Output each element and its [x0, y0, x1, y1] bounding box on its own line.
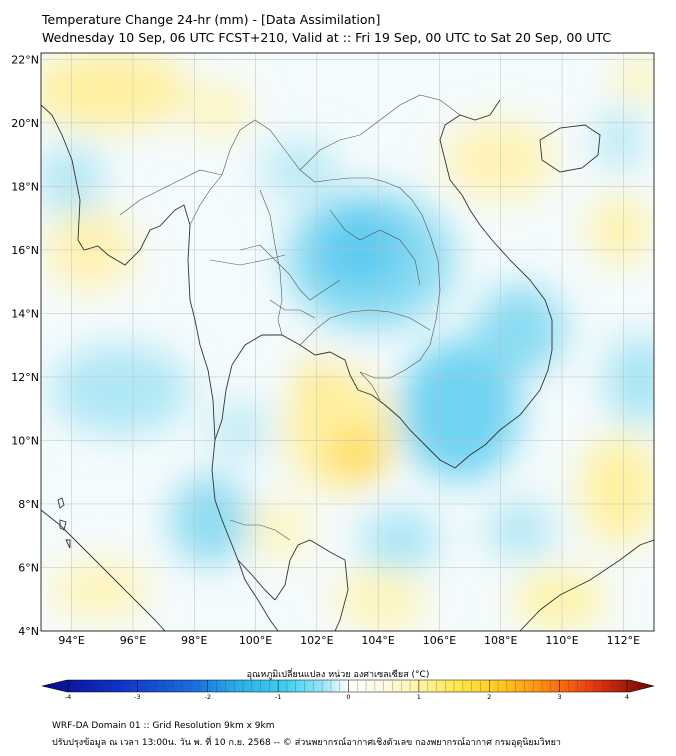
footer-credit: ปรับปรุงข้อมูล ณ เวลา 13:00น. วัน พ. ที่…: [52, 738, 561, 748]
latitude-label: 14°N: [11, 307, 39, 320]
latitude-label: 20°N: [11, 117, 39, 130]
latitude-label: 4°N: [18, 625, 39, 638]
latitude-label: 16°N: [11, 244, 39, 257]
latitude-label: 18°N: [11, 180, 39, 193]
colorbar-tick-label: 3: [557, 693, 562, 701]
longitude-label: 110°E: [545, 634, 578, 647]
colorbar-tick-label: -2: [204, 693, 211, 701]
colorbar-tick-label: 0: [346, 693, 351, 701]
latitude-label: 10°N: [11, 434, 39, 447]
longitude-label: 94°E: [58, 634, 84, 647]
longitude-labels: 94°E 96°E 98°E 100°E 102°E 104°E 106°E 108°E 110…: [58, 634, 640, 647]
longitude-label: 106°E: [423, 634, 456, 647]
footer-model-info: WRF-DA Domain 01 :: Grid Resolution 9km …: [52, 721, 275, 731]
colorbar-tick-label: -4: [64, 693, 72, 701]
colorbar: [41, 679, 655, 693]
temperature-field: [41, 53, 654, 631]
longitude-label: 112°E: [607, 634, 640, 647]
colorbar-tick-label: -1: [274, 693, 282, 701]
colorbar-tick-label: 2: [487, 693, 492, 701]
longitude-label: 108°E: [484, 634, 517, 647]
longitude-label: 98°E: [181, 634, 207, 647]
latitude-labels: 22°N 20°N 18°N 16°N 14°N 12°N 10°N 8°N 6°N 4°N: [11, 53, 39, 638]
latitude-label: 12°N: [11, 371, 39, 384]
colorbar-tick-label: -3: [134, 693, 141, 701]
latitude-label: 8°N: [18, 498, 39, 511]
longitude-label: 100°E: [239, 634, 272, 647]
map-title: Temperature Change 24-hr (mm) - [Data As…: [42, 12, 381, 27]
latitude-label: 22°N: [11, 53, 39, 66]
longitude-label: 104°E: [361, 634, 394, 647]
map-subtitle: Wednesday 10 Sep, 06 UTC FCST+210, Valid…: [42, 30, 612, 45]
colorbar-tick-label: 4: [624, 693, 630, 701]
longitude-label: 96°E: [120, 634, 146, 647]
latitude-label: 6°N: [18, 561, 39, 574]
map-frame: [40, 52, 655, 632]
country-borders: [119, 94, 461, 541]
colorbar-tick-label: 1: [416, 693, 421, 701]
longitude-label: 102°E: [300, 634, 333, 647]
colorbar-title: อุณหภูมิเปลี่ยนแปลง หน่วย องศาเซลเซียส (…: [246, 670, 430, 680]
